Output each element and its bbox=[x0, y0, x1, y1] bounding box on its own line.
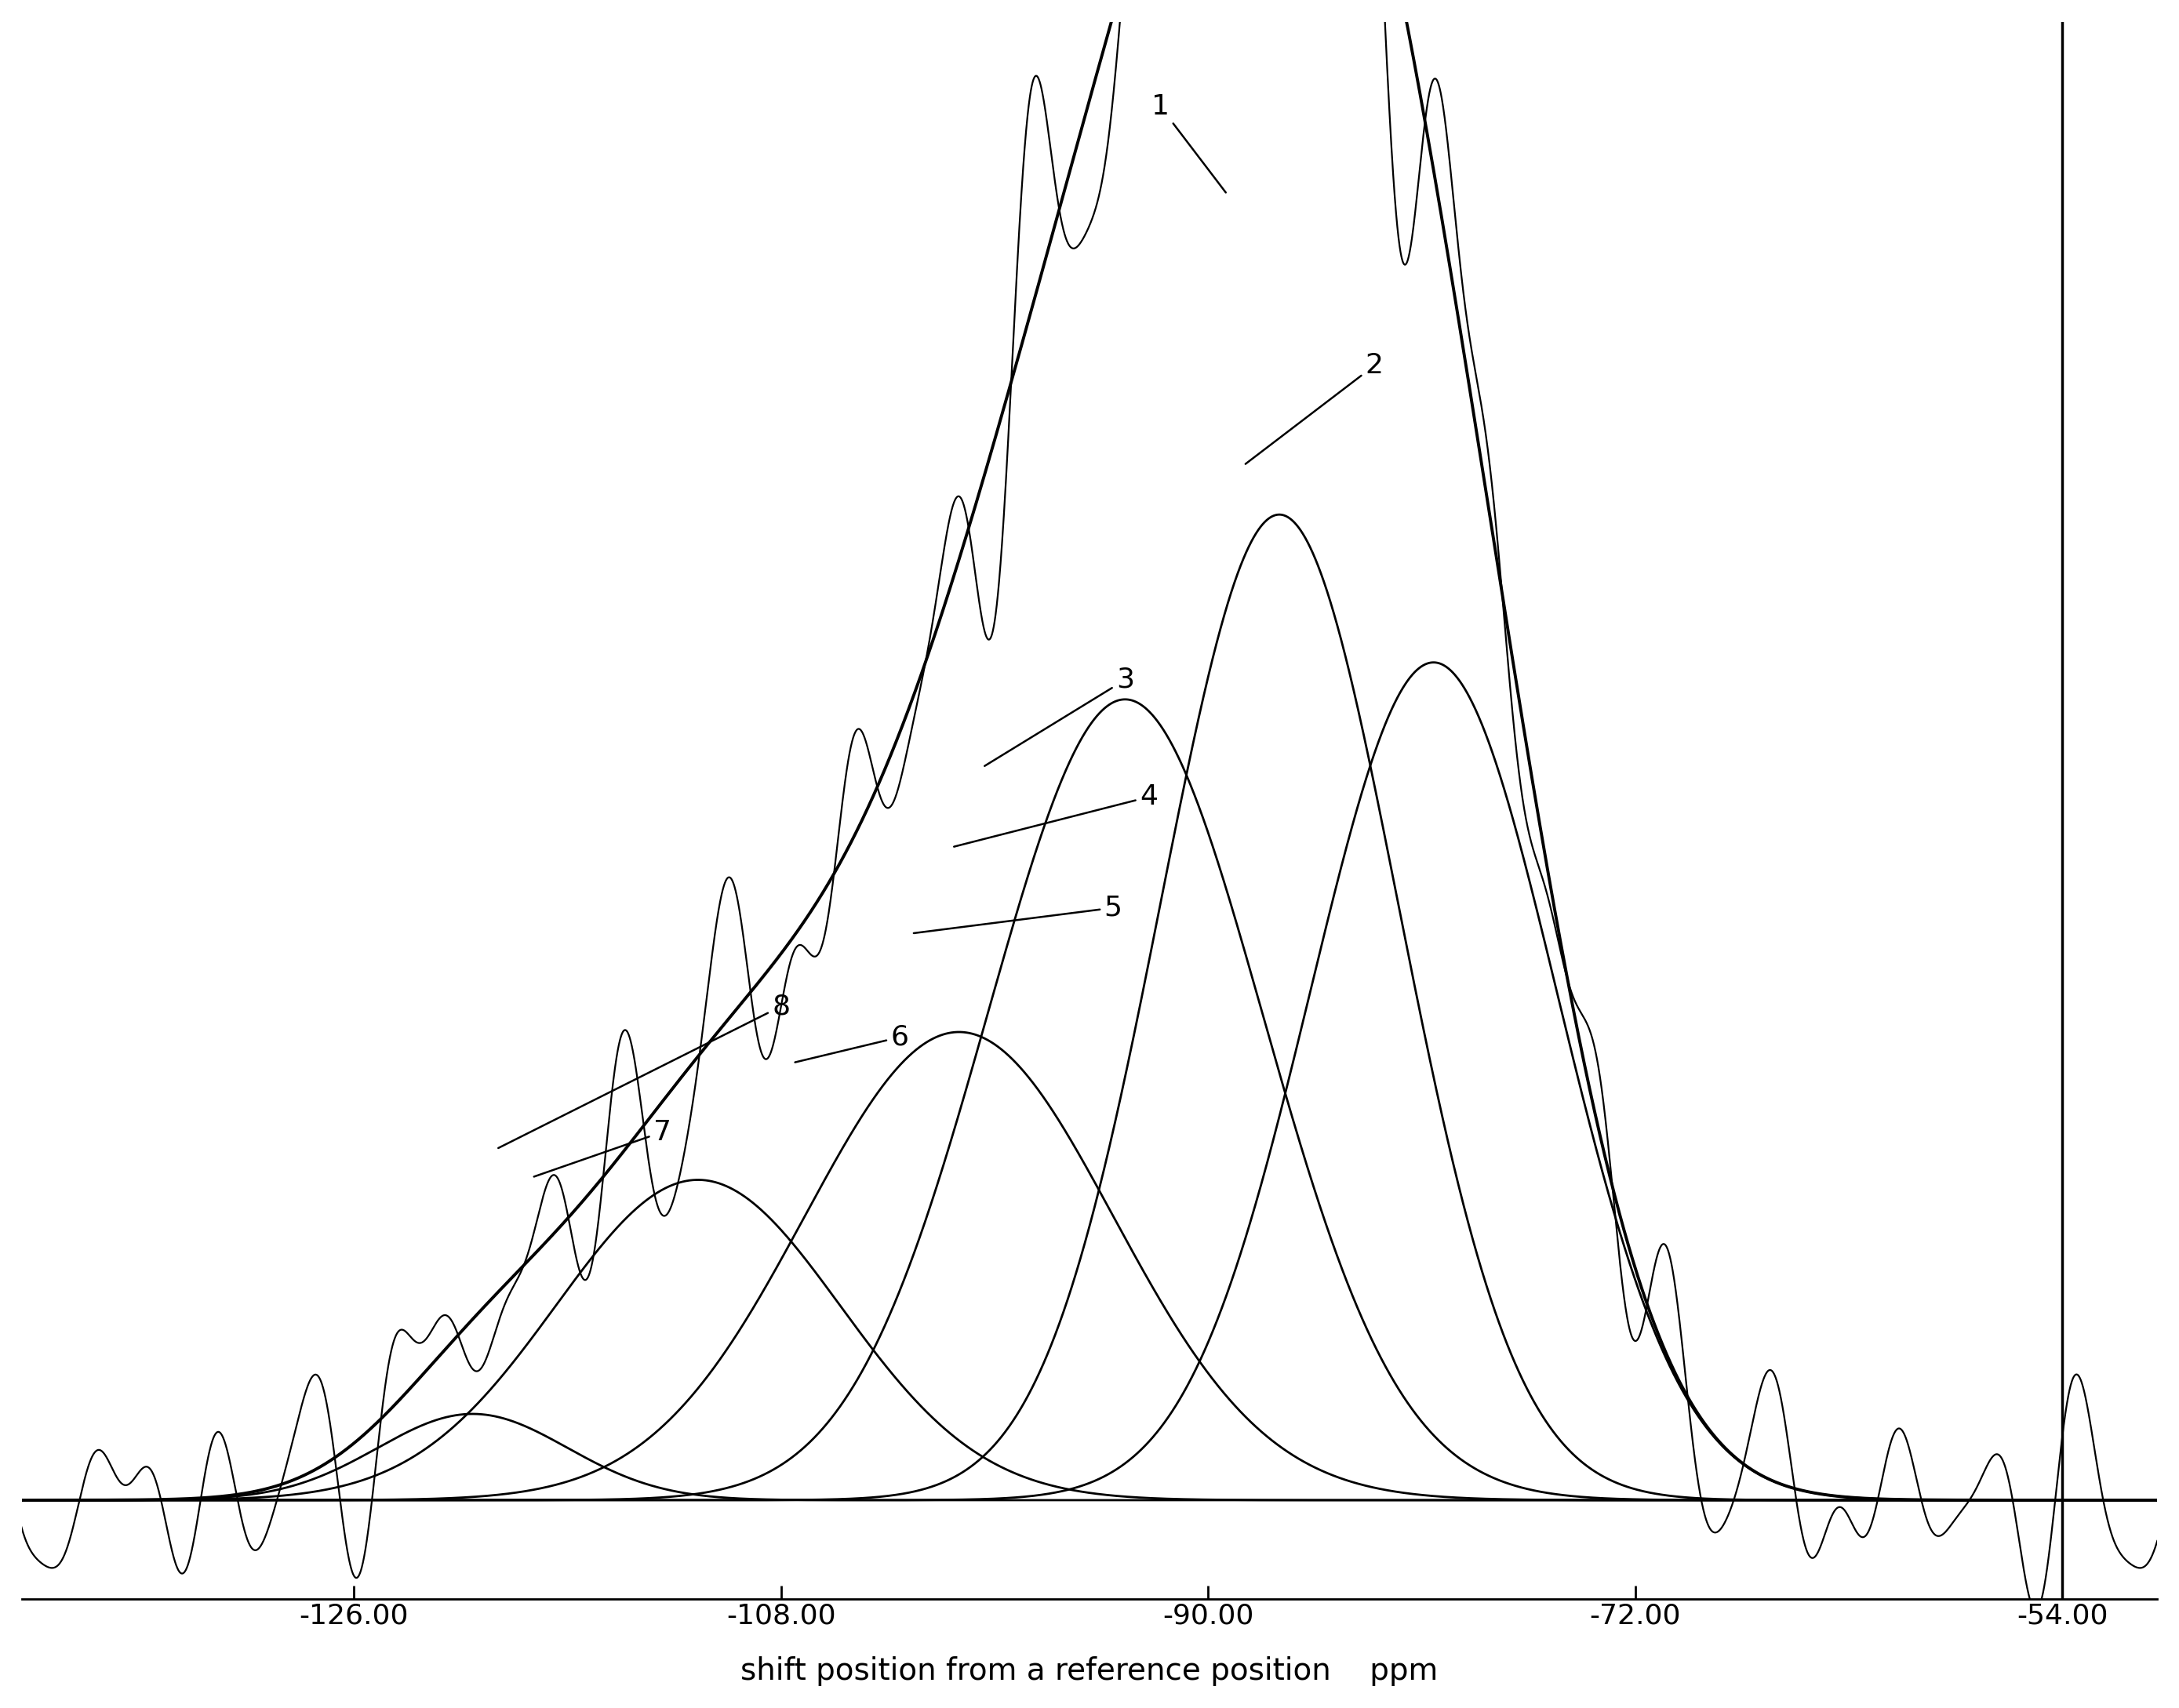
X-axis label: shift position from a reference position    ppm: shift position from a reference position… bbox=[741, 1657, 1438, 1686]
Text: 1: 1 bbox=[1153, 94, 1227, 193]
Text: 5: 5 bbox=[913, 895, 1122, 933]
Text: 8: 8 bbox=[499, 992, 791, 1148]
Text: 4: 4 bbox=[954, 784, 1157, 847]
Text: 3: 3 bbox=[985, 666, 1133, 765]
Text: 6: 6 bbox=[795, 1023, 909, 1062]
Text: 2: 2 bbox=[1246, 352, 1384, 465]
Text: 7: 7 bbox=[534, 1119, 671, 1177]
